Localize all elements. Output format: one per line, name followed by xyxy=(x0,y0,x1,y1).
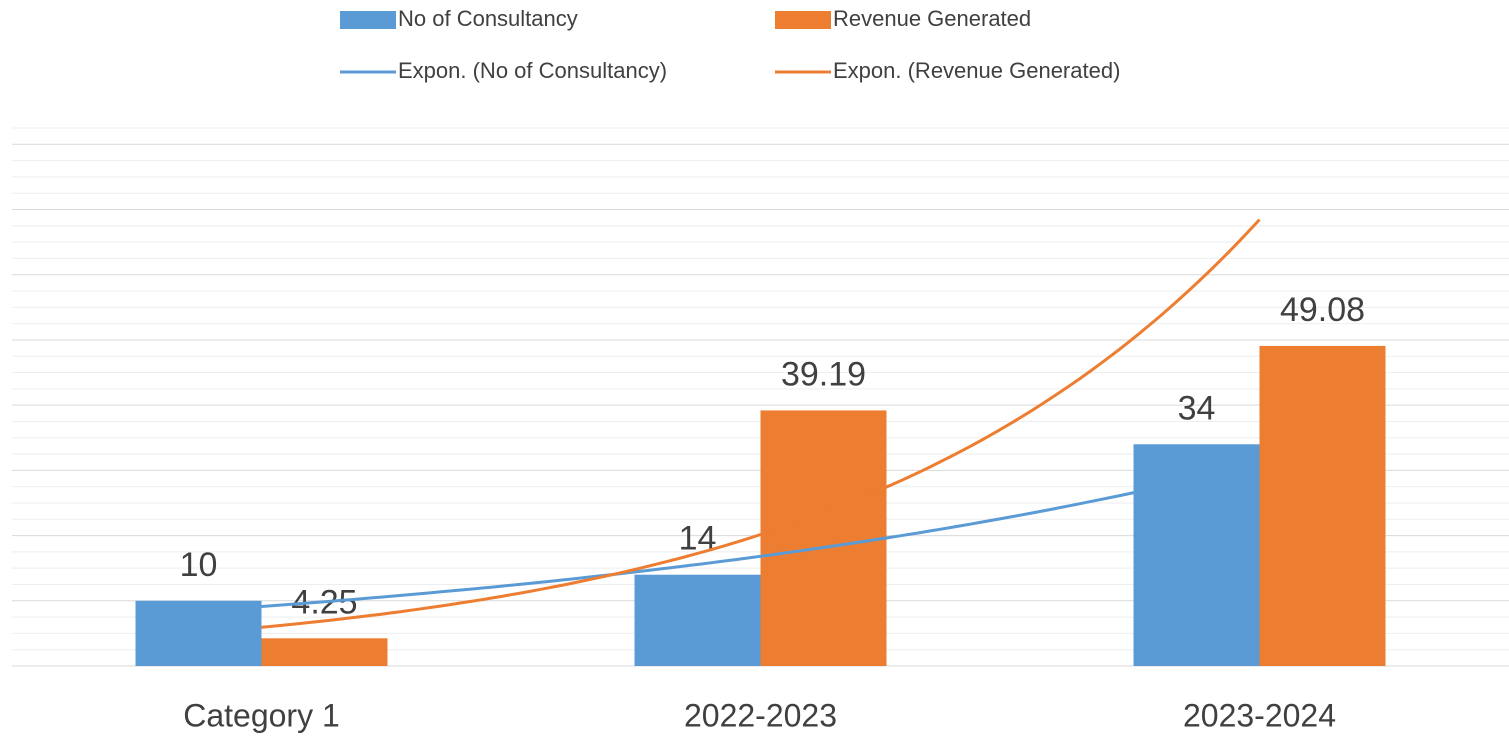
legend-swatch xyxy=(340,11,396,29)
bar xyxy=(634,574,761,666)
data-label: 49.08 xyxy=(1280,291,1365,329)
x-tick-label: Category 1 xyxy=(183,697,340,733)
legend-swatch xyxy=(775,11,831,29)
x-tick-label: 2023-2024 xyxy=(1183,697,1336,733)
legend-label: Expon. (Revenue Generated) xyxy=(833,58,1120,83)
data-label: 10 xyxy=(180,546,218,584)
trendline xyxy=(261,218,1261,629)
legend-label: No of Consultancy xyxy=(398,6,578,31)
legend-label: Expon. (No of Consultancy) xyxy=(398,58,667,83)
bar xyxy=(760,410,887,666)
data-label: 39.19 xyxy=(781,355,866,393)
bar xyxy=(135,600,262,666)
data-label: 34 xyxy=(1178,389,1216,427)
trendline xyxy=(261,462,1260,608)
legend-label: Revenue Generated xyxy=(833,6,1031,31)
bar xyxy=(1259,345,1386,666)
bar xyxy=(261,638,388,666)
bar xyxy=(1133,444,1260,666)
x-tick-label: 2022-2023 xyxy=(684,697,837,733)
